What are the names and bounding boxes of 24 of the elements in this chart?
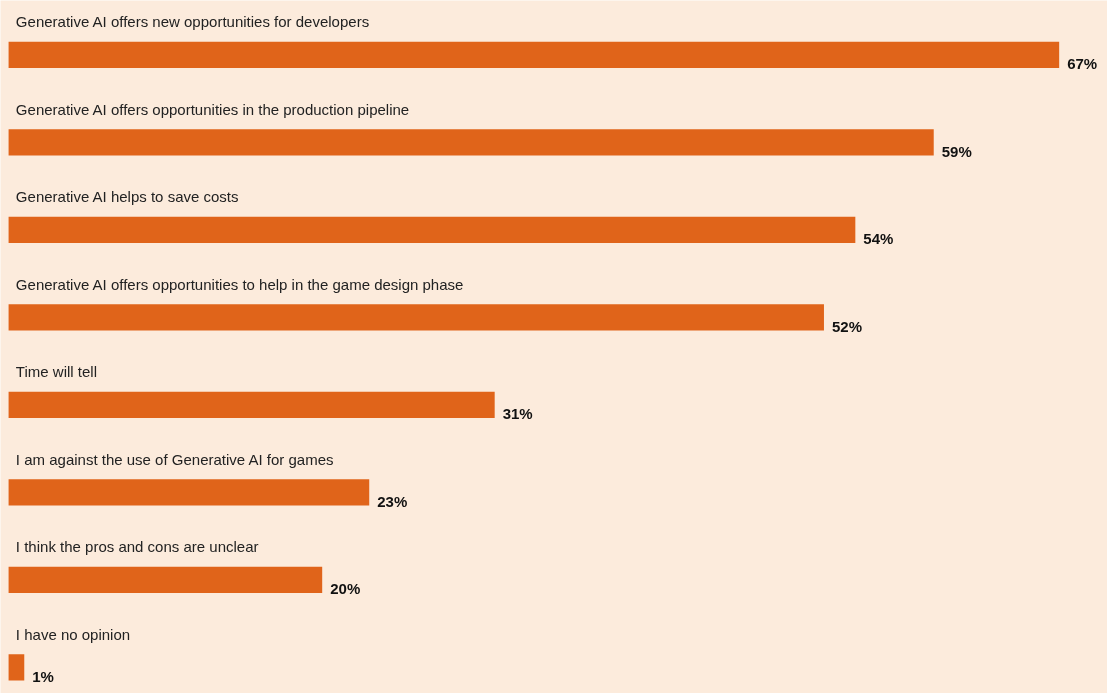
data-label: 59% [941,142,972,160]
y-tick-label: Time will tell [15,363,97,380]
y-tick-label: I think the pros and cons are unclear [15,538,259,555]
bar [8,479,370,506]
data-label: 54% [863,230,894,247]
data-label: 20% [330,580,361,597]
bar [8,216,856,243]
data-label: 23% [377,492,408,510]
bar [8,391,495,418]
y-tick-label: Generative AI helps to save costs [15,188,239,205]
bar [8,129,934,156]
bar [8,41,1060,68]
bar [8,304,824,331]
data-label: 67% [1067,55,1098,72]
y-tick-label: I have no opinion [15,625,131,643]
y-tick-label: Generative AI offers new opportunities for developers [15,13,370,30]
bar [8,654,25,681]
y-tick-label: Generative AI offers opportunities in the production pipeline [15,100,410,118]
bar [8,566,323,593]
y-tick-label: I am against the use of Generative AI for games [15,450,334,468]
y-tick-label: Generative AI offers opportunities to help in the game design phase [15,275,464,293]
data-label: 52% [831,317,862,335]
data-label: 31% [502,405,533,422]
data-label: 1% [32,667,54,685]
